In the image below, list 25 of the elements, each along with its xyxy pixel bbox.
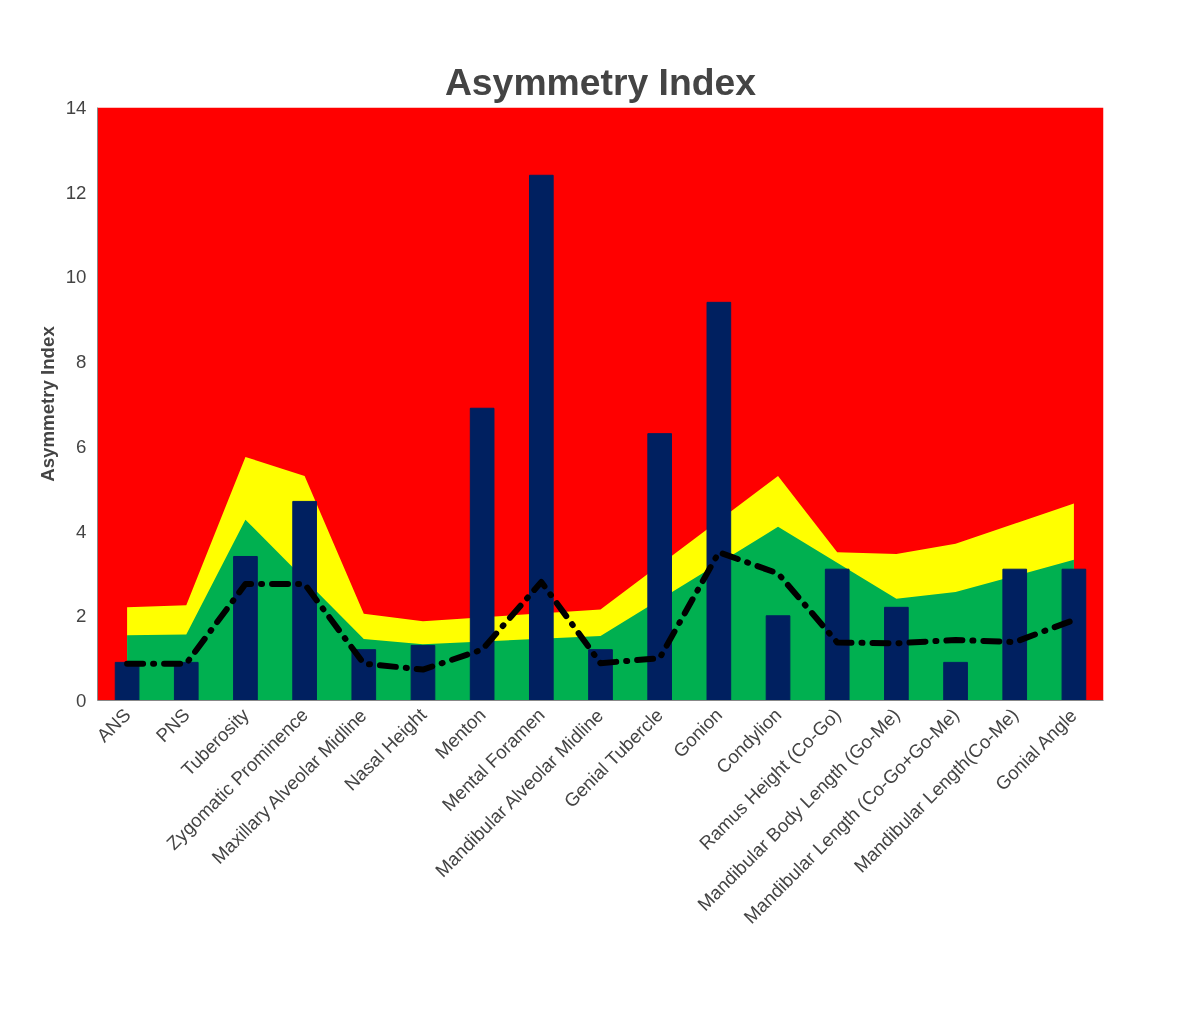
bar [528, 174, 554, 701]
bar [114, 661, 140, 701]
y-axis-title: Asymmetry Index [36, 325, 58, 482]
bar [410, 644, 436, 701]
bar [765, 615, 791, 701]
y-tick-label: 8 [76, 351, 87, 373]
bar [292, 500, 317, 701]
bar [884, 606, 909, 701]
y-tick-label: 2 [76, 605, 87, 627]
bar [824, 568, 850, 701]
y-tick-label: 0 [76, 690, 87, 711]
y-tick-label: 4 [76, 520, 87, 542]
bar [706, 301, 732, 701]
y-tick-label: 12 [65, 181, 87, 203]
bar [1002, 568, 1028, 701]
bar [233, 555, 258, 701]
bar [647, 433, 673, 701]
chart-title: Asymmetry Index [444, 60, 757, 103]
y-tick-label: 6 [76, 435, 87, 457]
y-tick-label: 10 [65, 266, 87, 288]
bar [1061, 568, 1087, 701]
bar [943, 661, 968, 701]
bar [469, 407, 495, 701]
y-tick-label: 14 [65, 97, 87, 118]
bar [173, 661, 199, 701]
